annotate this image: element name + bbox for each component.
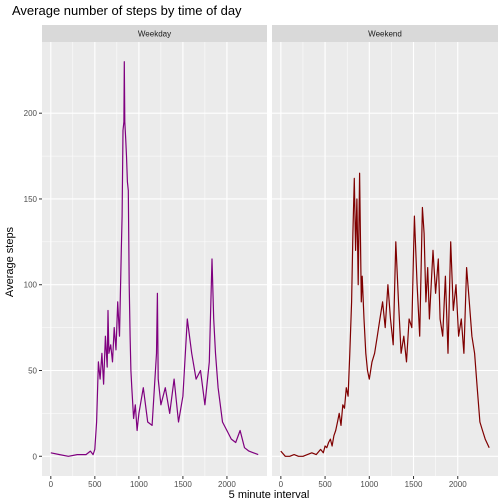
x-tick-label: 1500 [174,480,192,489]
facet-panels: Weekday 0 500 1000 1500 2000 0 50 100 150 200 Weeke… [24,25,498,489]
facet-strip-label: Weekday [138,30,171,39]
facet-strip [272,25,498,42]
y-tick-label: 150 [24,195,38,204]
x-tick-label: 2000 [449,480,467,489]
x-tick-label: 1000 [130,480,148,489]
facet-strip-label: Weekend [368,30,402,39]
x-tick-label: 500 [318,480,332,489]
x-tick-label: 1500 [405,480,423,489]
x-tick-label: 500 [88,480,102,489]
y-tick-label: 0 [33,452,38,461]
y-tick-label: 50 [28,367,37,376]
y-axis-title: Average steps [4,226,16,297]
facet-strip [42,25,267,42]
x-tick-label: 0 [279,480,284,489]
panel-background [42,42,267,476]
series-line-weekend [280,172,490,457]
y-tick-label: 200 [24,109,38,118]
facet-panel-weekday: Weekday 0 500 1000 1500 2000 0 50 100 150 200 [24,25,267,489]
series-line-weekday [50,61,259,457]
y-tick-label: 100 [24,281,38,290]
x-tick-label: 1000 [360,480,378,489]
x-tick-label: 2000 [218,480,236,489]
panel-background [272,42,498,476]
x-axis-title: 5 minute interval [229,489,310,501]
chart-title: Average number of steps by time of day [12,3,242,18]
x-tick-label: 0 [49,480,54,489]
facet-panel-weekend: Weekend 0 500 1000 1500 2000 [272,25,498,489]
